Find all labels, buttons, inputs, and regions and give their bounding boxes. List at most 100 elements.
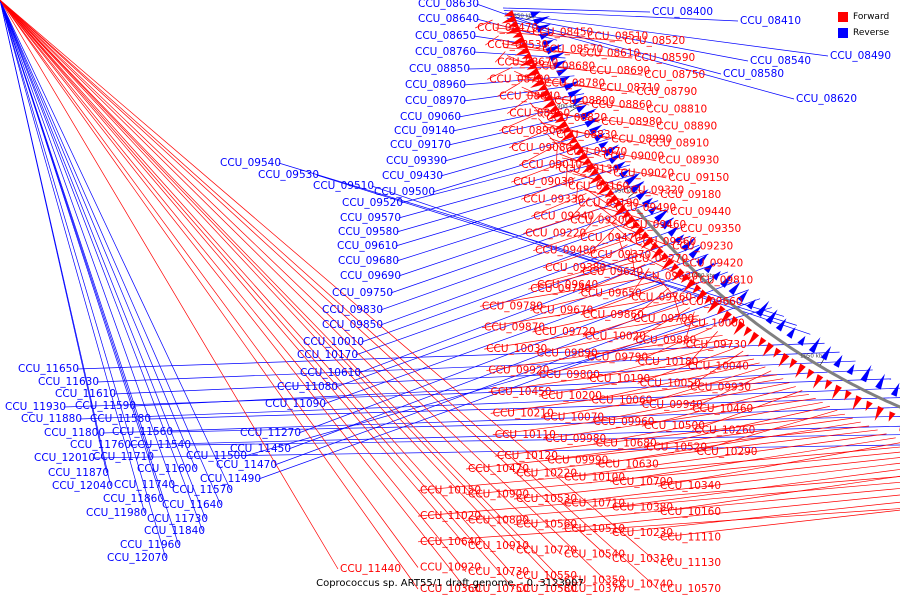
reverse-gene-arrow (580, 108, 598, 121)
forward-gene-arrow (743, 326, 753, 337)
gene-connector (102, 407, 900, 434)
gene-label-ccu-10000: CCU_10000 (684, 317, 745, 329)
reverse-gene-arrow (846, 363, 855, 376)
gene-label-ccu-08960: CCU_08960 (405, 79, 466, 91)
reverse-gene-arrow (681, 236, 697, 252)
forward-gene-arrow (508, 20, 519, 28)
gene-connector (545, 417, 853, 461)
reverse-gene-arrow (755, 300, 770, 317)
gene-label-ccu-11580: CCU_11580 (90, 413, 151, 425)
gene-connector (497, 82, 520, 97)
gene-label-ccu-10720: CCU_10720 (516, 544, 577, 556)
gene-label-ccu-09980: CCU_09980 (545, 433, 606, 445)
reverse-gene-arrow (875, 373, 885, 390)
gene-connector (561, 494, 900, 530)
gene-connector (509, 130, 546, 149)
gene-label-ccu-11730: CCU_11730 (147, 513, 208, 525)
gene-label-ccu-09080: CCU_09080 (511, 142, 572, 154)
reverse-gene-arrow (536, 23, 552, 33)
gene-label-ccu-08400: CCU_08400 (652, 6, 713, 18)
gene-connector (528, 260, 642, 290)
gene-connector (495, 27, 586, 37)
gene-connector (485, 35, 499, 46)
reverse-gene-arrow (647, 206, 658, 215)
gene-label-ccu-08820: CCU_08820 (546, 112, 607, 124)
gene-connector (531, 193, 587, 217)
gene-label-ccu-09480: CCU_09480 (535, 245, 596, 257)
gene-connector (572, 173, 659, 196)
gene-connector (580, 244, 628, 273)
gene-label-ccu-09860: CCU_09860 (583, 309, 644, 321)
forward-gene-arrow (640, 236, 655, 250)
gene-connector (534, 319, 704, 354)
gene-connector (487, 66, 513, 80)
forward-gene-arrow (733, 321, 746, 335)
reverse-gene-arrow (833, 354, 843, 368)
forward-gene-arrow (510, 36, 526, 46)
gene-label-ccu-11590: CCU_11590 (75, 400, 136, 412)
gene-label-ccu-08450: CCU_08450 (532, 26, 593, 38)
gene-label-ccu-11980: CCU_11980 (86, 507, 147, 519)
reverse-gene-arrow (608, 152, 623, 164)
reverse-gene-arrow (746, 299, 756, 310)
gene-connector (0, 0, 419, 590)
forward-gene-arrow (554, 115, 566, 124)
gene-connector (511, 161, 565, 183)
gene-label-ccu-09170: CCU_09170 (390, 139, 451, 151)
gene-label-ccu-11740: CCU_11740 (114, 479, 175, 491)
gene-label-ccu-09720: CCU_09720 (535, 326, 596, 338)
forward-gene-arrow (631, 226, 645, 239)
gene-connector (133, 369, 873, 407)
reverse-gene-arrow (797, 335, 806, 346)
gene-connector (128, 425, 900, 446)
gene-label-ccu-11600: CCU_11600 (137, 463, 198, 475)
reverse-gene-arrow (820, 346, 832, 361)
forward-gene-arrow (650, 247, 664, 260)
gene-connector (630, 287, 669, 320)
gene-connector (465, 451, 900, 496)
reverse-gene-arrow (765, 309, 778, 325)
gene-connector (494, 413, 845, 457)
gene-label-ccu-08530: CCU_08530 (487, 39, 548, 51)
gene-connector (0, 0, 563, 555)
gene-label-ccu-11090: CCU_11090 (265, 398, 326, 410)
gene-connector (561, 462, 900, 504)
gene-connector (492, 394, 809, 436)
gene-connector (452, 102, 590, 132)
gene-connector (490, 374, 778, 414)
reverse-gene-arrow (552, 60, 567, 70)
reverse-gene-arrow (598, 141, 609, 150)
gene-label-ccu-10540: CCU_10540 (564, 549, 625, 561)
gene-connector (465, 425, 870, 470)
gene-label-ccu-12040: CCU_12040 (52, 480, 113, 492)
reverse-gene-arrow (728, 281, 741, 296)
legend-reverse: Reverse (838, 25, 898, 41)
gene-label-ccu-09370: CCU_09370 (590, 249, 651, 261)
gene-label-ccu-10580: CCU_10580 (516, 583, 577, 595)
forward-gene-arrow (661, 257, 674, 271)
gene-label-ccu-09230: CCU_09230 (672, 240, 733, 252)
gene-label-ccu-09350: CCU_09350 (680, 223, 741, 235)
reverse-gene-arrow (567, 88, 583, 99)
reverse-gene-arrow (720, 272, 734, 288)
gene-connector (0, 0, 174, 486)
forward-gene-arrow (812, 374, 824, 389)
gene-connector (0, 0, 419, 568)
gene-connector (482, 295, 678, 329)
forward-gene-arrow (596, 178, 607, 188)
gene-connector (398, 191, 651, 277)
gene-label-ccu-10570: CCU_10570 (660, 583, 721, 595)
gene-label-ccu-09060: CCU_09060 (400, 111, 461, 123)
reverse-gene-arrow (711, 271, 721, 281)
gene-label-ccu-10070: CCU_10070 (543, 412, 604, 424)
reverse-gene-arrow (545, 44, 564, 55)
forward-gene-arrow (581, 157, 592, 166)
gene-label-ccu-11930: CCU_11930 (5, 401, 66, 413)
gene-connector (530, 279, 661, 311)
gene-connector (484, 315, 699, 350)
gene-label-ccu-09490: CCU_09490 (615, 202, 676, 214)
gene-label-ccu-08890: CCU_08890 (656, 120, 717, 132)
legend-forward: Forward (838, 9, 898, 25)
gene-label-ccu-09640: CCU_09640 (537, 279, 598, 291)
